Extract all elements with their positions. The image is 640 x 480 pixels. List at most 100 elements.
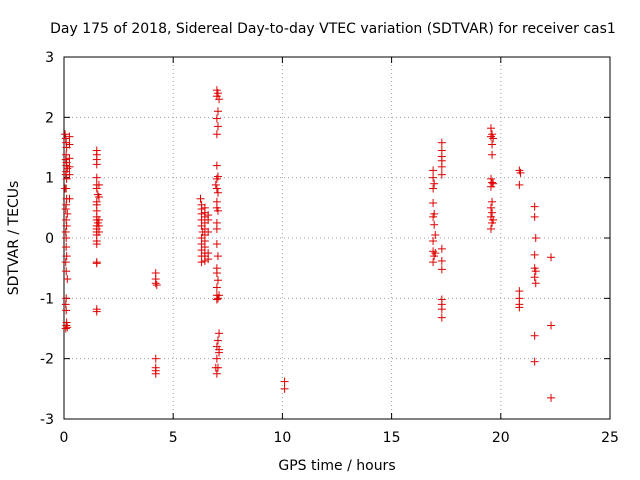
y-tick-label: 2: [45, 110, 54, 126]
data-point: [429, 199, 438, 208]
data-point: [213, 188, 222, 197]
data-point: [486, 124, 495, 133]
data-point: [92, 184, 101, 193]
data-point: [63, 323, 72, 332]
data-point: [531, 267, 540, 276]
data-point: [488, 178, 497, 187]
data-point: [489, 179, 498, 188]
data-point: [429, 258, 438, 267]
y-tick-label: -2: [40, 352, 54, 368]
chart-title: Day 175 of 2018, Sidereal Day-to-day VTE…: [50, 21, 616, 37]
data-point: [215, 95, 224, 104]
data-point: [204, 215, 213, 224]
x-tick-label: 15: [383, 430, 401, 446]
y-tick-label: -1: [40, 291, 54, 307]
data-point: [63, 275, 72, 284]
data-point: [151, 354, 160, 363]
x-axis-title: GPS time / hours: [278, 458, 395, 474]
x-tick-label: 5: [169, 430, 178, 446]
data-point: [486, 224, 495, 233]
data-point: [196, 194, 205, 203]
data-point: [213, 107, 222, 116]
data-point: [94, 180, 103, 189]
data-point: [530, 357, 539, 366]
data-point: [488, 140, 497, 149]
data-point: [486, 203, 495, 212]
data-point: [547, 321, 556, 330]
data-point: [429, 184, 438, 193]
y-tick-label: -3: [40, 412, 54, 428]
data-point: [61, 205, 70, 214]
x-tick-label: 10: [273, 430, 291, 446]
data-point: [530, 202, 539, 211]
data-point: [431, 230, 440, 239]
data-point: [531, 234, 540, 242]
data-point: [430, 179, 439, 188]
data-point: [280, 384, 289, 393]
data-point: [489, 134, 498, 143]
data-point: [151, 279, 160, 288]
data-point: [92, 160, 101, 169]
data-point: [212, 161, 221, 170]
data-point: [215, 345, 224, 354]
data-point: [437, 170, 446, 179]
y-tick-label: 1: [45, 171, 54, 187]
data-point: [212, 114, 221, 123]
data-point: [204, 227, 213, 236]
data-point: [65, 154, 74, 163]
data-point: [437, 265, 446, 274]
data-point: [516, 168, 525, 177]
axes: 0 5 10 15 20 25 -3 -2 -1 0 1 2 3: [40, 50, 619, 446]
data-point: [62, 306, 71, 315]
grid: [64, 57, 610, 419]
x-tick-label: 0: [60, 430, 69, 446]
data-point: [531, 279, 540, 288]
data-point: [212, 354, 221, 363]
data-point: [212, 283, 221, 292]
data-point: [215, 329, 224, 338]
data-points: [61, 86, 556, 402]
data-point: [547, 393, 556, 402]
data-point: [197, 258, 206, 267]
data-point: [547, 253, 556, 262]
data-point: [65, 132, 74, 141]
y-tick-label: 0: [45, 231, 54, 247]
data-point: [152, 281, 161, 290]
data-point: [213, 206, 222, 215]
data-point: [429, 173, 438, 182]
data-point: [62, 174, 71, 183]
data-point: [488, 150, 497, 159]
data-point: [280, 377, 289, 386]
data-point: [515, 287, 524, 296]
data-point: [437, 313, 446, 322]
data-point: [215, 291, 224, 300]
data-point: [212, 240, 221, 249]
data-point: [65, 170, 74, 179]
data-point: [62, 252, 71, 261]
data-point: [94, 227, 103, 236]
data-point: [212, 130, 221, 139]
data-point: [211, 363, 220, 372]
data-point: [62, 321, 71, 330]
data-point: [213, 122, 222, 131]
data-point: [429, 212, 438, 221]
data-point: [437, 162, 446, 171]
data-point: [61, 130, 70, 139]
data-point: [212, 184, 221, 193]
data-point: [530, 273, 539, 282]
data-point: [204, 255, 213, 264]
data-point: [430, 220, 439, 229]
data-point: [213, 336, 222, 345]
data-point: [530, 250, 539, 259]
data-point: [62, 243, 71, 252]
data-point: [212, 295, 221, 304]
data-point: [212, 268, 221, 277]
data-point: [515, 180, 524, 189]
data-point: [437, 138, 446, 147]
data-point: [488, 208, 497, 217]
data-point: [65, 162, 74, 171]
data-point: [212, 174, 221, 183]
data-point: [212, 369, 221, 378]
data-point: [92, 259, 101, 268]
